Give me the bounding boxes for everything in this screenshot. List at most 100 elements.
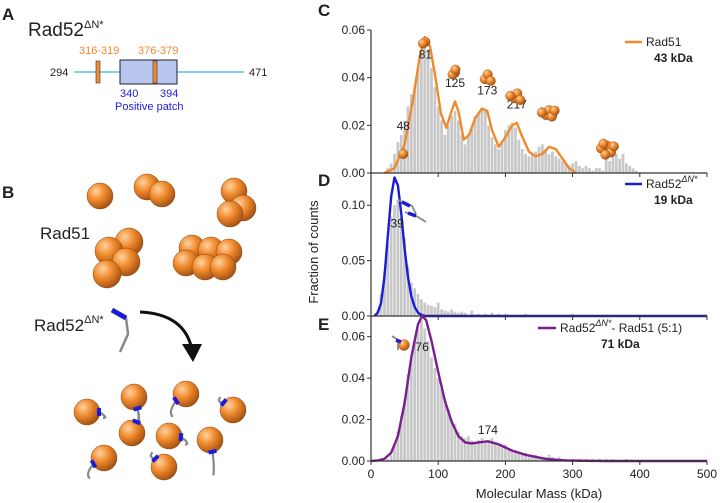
peak-label: 81 xyxy=(419,48,433,62)
histogram-bar xyxy=(463,438,467,461)
peak-label: 173 xyxy=(477,83,497,97)
x-axis-label: Molecular Mass (kDa) xyxy=(476,486,602,501)
y-tick-label: 0.10 xyxy=(342,198,366,212)
histogram-bar xyxy=(399,415,403,461)
histogram-bar xyxy=(386,244,390,316)
histogram-bar xyxy=(490,312,494,316)
rad52-icon xyxy=(397,199,427,223)
histogram-bar xyxy=(577,165,581,173)
legend-mass: 71 kDa xyxy=(601,337,640,351)
histogram-bar xyxy=(450,115,454,173)
histogram-bar xyxy=(389,163,393,173)
histogram-bar xyxy=(467,134,470,173)
oligomer-sphere xyxy=(418,38,428,49)
rad51-sphere xyxy=(86,182,114,210)
rad52-rad51-complex xyxy=(118,410,146,447)
histogram-bar xyxy=(416,293,420,316)
histogram-bar xyxy=(547,153,551,173)
oligomer-icon xyxy=(596,138,619,160)
histogram-bar xyxy=(456,312,460,316)
histogram-bar xyxy=(389,216,393,316)
histogram-bar xyxy=(430,357,433,461)
oligomer-icon xyxy=(418,36,431,49)
histogram-bar xyxy=(383,271,386,316)
histogram-bar xyxy=(430,306,433,316)
rad51-sphere xyxy=(216,200,244,228)
rad51-sphere xyxy=(148,180,176,208)
histogram-bar xyxy=(493,442,497,461)
histogram-bar xyxy=(416,68,420,173)
oligomer-icon xyxy=(536,105,560,122)
histogram-bar xyxy=(470,440,474,461)
histogram-bar xyxy=(493,144,497,173)
histogram-bar xyxy=(530,153,534,173)
legend-name: Rad52ΔN*- Rad51 (5:1) xyxy=(560,318,682,335)
histogram-bar xyxy=(618,158,622,173)
rad51-oligomers xyxy=(86,173,257,289)
oligomer-sphere xyxy=(515,94,526,105)
histogram-bar xyxy=(450,419,454,461)
histogram-bar xyxy=(500,446,504,461)
histogram-bar xyxy=(504,130,507,173)
histogram-bar xyxy=(413,87,417,173)
site-376-379 xyxy=(152,60,158,84)
histogram-bar xyxy=(416,328,420,461)
histogram-bar xyxy=(527,156,531,173)
histogram-bar xyxy=(463,312,467,316)
histogram-bar xyxy=(423,41,427,173)
histogram-bar xyxy=(490,137,494,173)
histogram-bar xyxy=(396,432,400,461)
y-tick-label: 0.04 xyxy=(342,71,366,85)
histogram-bar xyxy=(393,205,396,316)
histogram-bar xyxy=(403,398,406,461)
histogram-bar xyxy=(420,53,423,174)
rad52-rad51-complex xyxy=(169,380,200,418)
panel-b: B Rad51 Rad52ΔN* xyxy=(2,173,257,481)
histogram-bar xyxy=(557,158,561,173)
positive-patch-label: Positive patch xyxy=(115,101,183,113)
histogram-bar xyxy=(406,374,410,461)
histogram-bar xyxy=(517,139,521,173)
fit-curve xyxy=(370,314,707,463)
legend-name: Rad51 xyxy=(646,35,682,49)
peak-label: 174 xyxy=(478,423,498,437)
y-tick-label: 0.06 xyxy=(342,330,366,344)
rad52-rad51-complex xyxy=(217,396,247,424)
oligomer-sphere xyxy=(505,90,516,101)
site-316-319 xyxy=(95,60,101,84)
complex-icon xyxy=(391,335,410,351)
panel-a-label: A xyxy=(2,5,14,24)
rad51-sphere xyxy=(92,259,122,289)
oligomer-sphere xyxy=(450,64,461,75)
histogram-bar xyxy=(440,120,443,173)
histogram-bar xyxy=(399,216,403,316)
histogram-bar xyxy=(594,168,598,173)
histogram-bar xyxy=(423,302,427,316)
histogram-bar xyxy=(611,151,615,173)
histogram-bar xyxy=(436,106,440,173)
histogram-bar xyxy=(409,357,413,461)
histogram-bar xyxy=(406,266,410,316)
oligomer-sphere xyxy=(600,149,611,160)
histogram-bar xyxy=(393,153,396,173)
patch-start-residue: 340 xyxy=(120,88,138,100)
peak-label: 39 xyxy=(391,216,405,230)
y-tick-label: 0.05 xyxy=(342,254,366,268)
histogram-bar xyxy=(551,151,554,173)
y-tick-label: 0.02 xyxy=(342,413,366,427)
patch-end-residue: 394 xyxy=(160,88,178,100)
histogram-bar xyxy=(564,163,568,173)
histogram-bar xyxy=(487,440,490,461)
histogram-bar xyxy=(591,170,595,173)
histogram-bar xyxy=(530,454,534,461)
y-axis-label: Fraction of counts xyxy=(306,200,321,304)
x-tick-label: 500 xyxy=(697,467,717,481)
histogram-bar xyxy=(413,340,417,461)
arrow-icon xyxy=(139,310,194,351)
oligomer-sphere xyxy=(598,138,609,149)
oligomer-icon xyxy=(398,148,409,159)
oligomer-sphere xyxy=(608,141,619,152)
panel-b-label: B xyxy=(2,183,14,202)
y-tick-label: 0.00 xyxy=(342,454,366,468)
histogram-bar xyxy=(524,153,527,173)
